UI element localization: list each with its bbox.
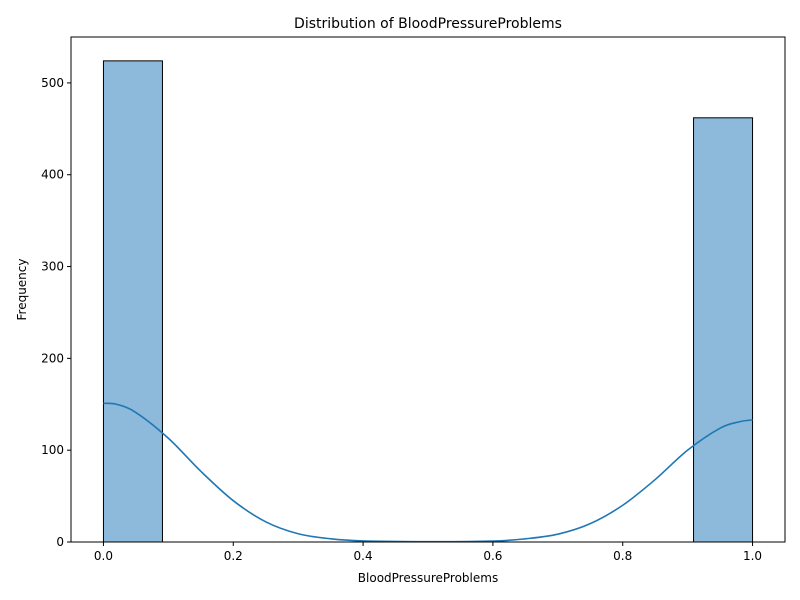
histogram-bar-1	[693, 117, 754, 543]
y-tick-label: 200	[41, 351, 64, 365]
x-axis-label: BloodPressureProblems	[358, 571, 498, 585]
histogram-bar-0	[102, 60, 163, 543]
x-tick-label: 0.6	[483, 549, 502, 563]
y-tick-label: 300	[41, 260, 64, 274]
chart-title: Distribution of BloodPressureProblems	[294, 16, 562, 32]
x-axis-ticks: 0.0 0.2 0.4 0.6 0.8 1.0	[94, 542, 762, 563]
x-tick-label: 0.2	[224, 549, 243, 563]
x-tick-label: 0.8	[613, 549, 632, 563]
plot-frame	[70, 36, 786, 543]
y-tick-label: 0	[56, 535, 64, 549]
y-tick-label: 500	[41, 76, 64, 90]
kde-line	[103, 402, 753, 543]
x-tick-label: 0.0	[94, 549, 113, 563]
y-tick-label: 100	[41, 443, 64, 457]
x-tick-label: 1.0	[743, 549, 762, 563]
histogram-bars	[102, 60, 754, 543]
y-tick-label: 400	[41, 168, 64, 182]
y-axis-label: Frequency	[15, 259, 29, 321]
y-axis-ticks: 0 100 200 300 400 500	[41, 76, 71, 549]
x-tick-label: 0.4	[354, 549, 373, 563]
